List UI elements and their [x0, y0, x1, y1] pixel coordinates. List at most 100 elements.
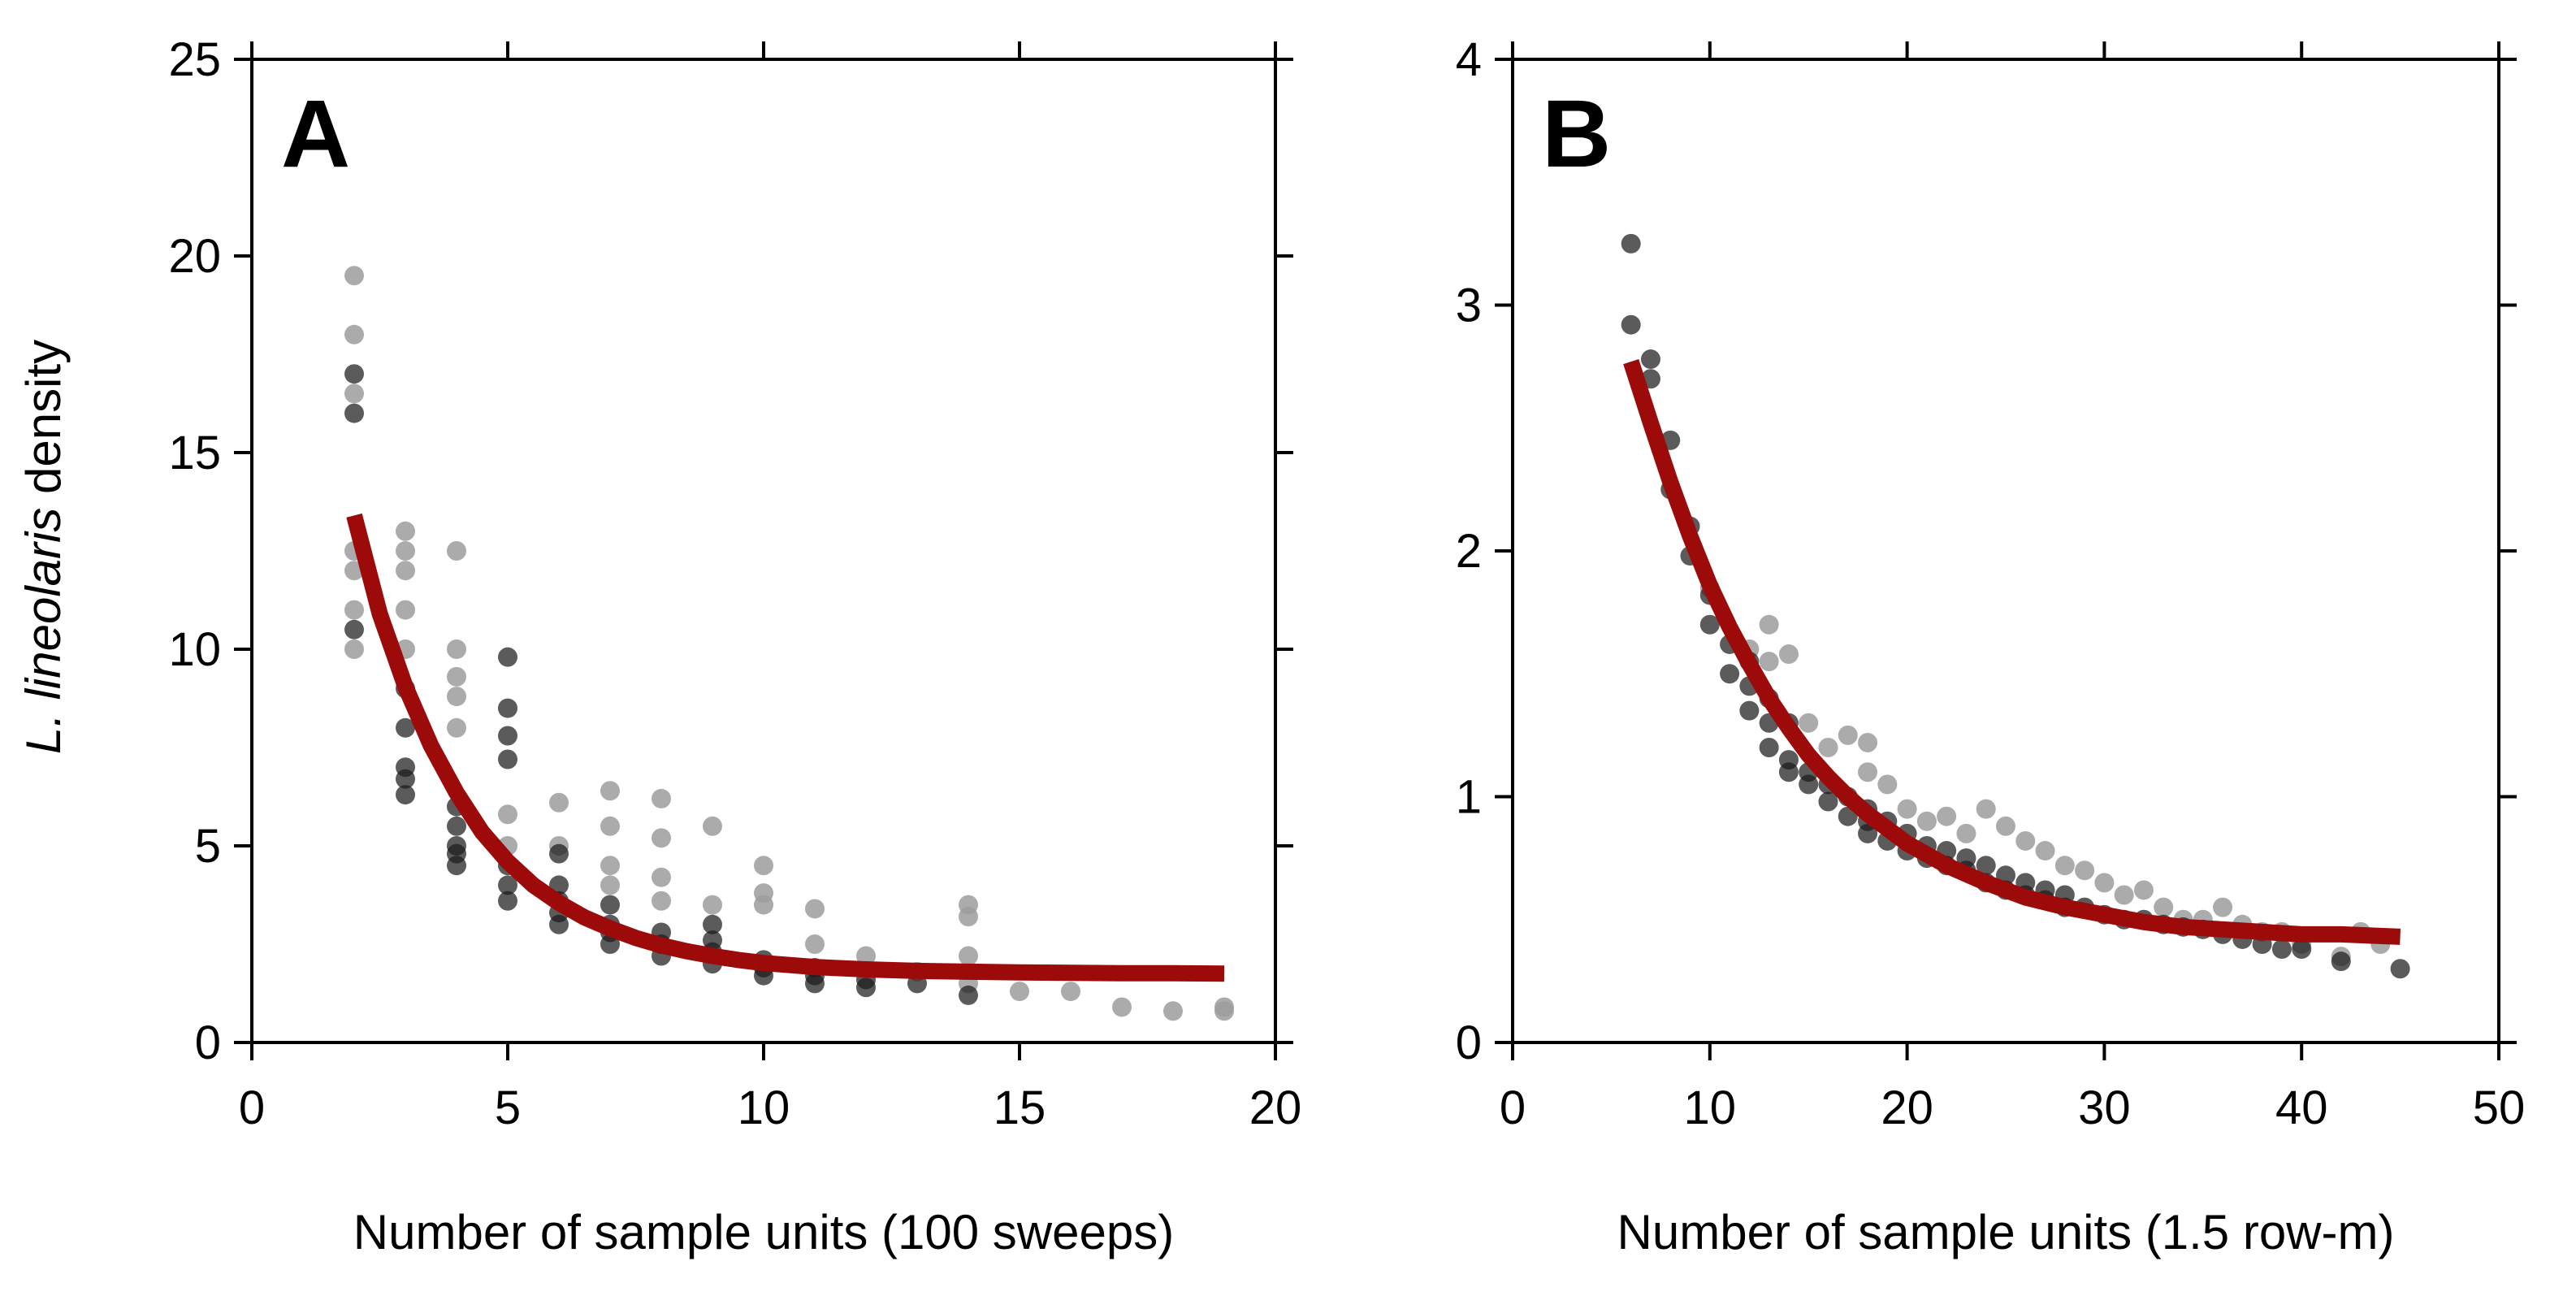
- panel-b-point-dark: [2271, 939, 2292, 960]
- panel-a-point-light: [447, 639, 466, 659]
- panel-a-point-light: [703, 816, 722, 836]
- y-axis-title-italic: L. lineolaris: [16, 508, 71, 755]
- panel-a-point-dark: [498, 891, 517, 911]
- panel-a-point-dark: [344, 619, 364, 639]
- panel-a-point-light: [600, 781, 620, 801]
- panel-b-point-light: [1956, 823, 1976, 843]
- panel-b-y-tick-label: 3: [1456, 280, 1482, 332]
- panel-b-point-dark: [2292, 939, 2312, 960]
- panel-b-point-light: [2054, 856, 2075, 876]
- panel-b-y-tick-label: 1: [1456, 771, 1482, 824]
- panel-b-point-light: [1877, 774, 1898, 795]
- panel-a-point-light: [396, 561, 415, 581]
- panel-a: 0 5 10 15 20 0 5 10 15 20 25 Number of sample units…: [168, 33, 1301, 1259]
- panel-b-point-light: [1916, 811, 1937, 831]
- panel-b-point-dark: [1759, 738, 1779, 757]
- panel-a-point-light: [652, 867, 671, 887]
- panel-a-point-light: [549, 792, 569, 813]
- panel-b-point-light: [1976, 799, 1996, 819]
- panel-a-point-light: [447, 717, 466, 738]
- panel-b-point-light: [2154, 897, 2174, 917]
- panel-b-point-light: [1799, 713, 1819, 733]
- panel-a-point-dark: [344, 364, 364, 384]
- panel-b-point-dark: [2390, 959, 2410, 979]
- panel-a-point-dark: [549, 843, 569, 864]
- panel-a-y-tick-label: 15: [168, 427, 221, 479]
- panel-a-point-light: [396, 600, 415, 620]
- panel-a-y-tick-label: 0: [195, 1016, 221, 1069]
- panel-b-x-tick-label: 10: [1684, 1081, 1737, 1134]
- panel-b-y-tick-label: 4: [1456, 33, 1482, 86]
- panel-b-x-tick-label: 40: [2275, 1081, 2328, 1134]
- panel-a-point-light: [344, 266, 364, 286]
- panel-a-point-dark: [396, 717, 415, 738]
- panel-b-x-tick-label: 50: [2473, 1081, 2526, 1134]
- panel-a-point-dark: [447, 856, 466, 876]
- panel-a-point-dark: [805, 973, 825, 994]
- panel-b-point-dark: [1720, 664, 1740, 684]
- panel-b-point-light: [1778, 644, 1799, 665]
- panel-b-point-light: [1838, 725, 1858, 745]
- panel-b-x-tick-label: 20: [1881, 1081, 1933, 1134]
- panel-a-x-tick-label: 5: [495, 1081, 521, 1134]
- panel-a-letter: A: [281, 80, 350, 188]
- panel-b-point-dark: [1778, 762, 1799, 782]
- panel-b-point-dark: [1699, 614, 1720, 635]
- y-axis-title-rest: density: [16, 340, 71, 508]
- panel-a-point-light: [344, 639, 364, 659]
- panel-b-point-dark: [1976, 856, 1996, 876]
- panel-b-point-dark: [1858, 823, 1878, 843]
- panel-a-y-tick-label: 25: [168, 33, 221, 86]
- panel-b-point-light: [1759, 614, 1779, 635]
- panel-a-point-light: [805, 899, 825, 919]
- panel-a-point-light: [754, 895, 773, 915]
- panel-a-x-tick-label: 20: [1249, 1081, 1302, 1134]
- panel-a-point-light: [652, 788, 671, 808]
- panel-a-point-light: [344, 384, 364, 404]
- panel-b-point-dark: [1621, 233, 1641, 254]
- panel-a-point-dark: [498, 698, 517, 718]
- panel-b-point-light: [2035, 841, 2055, 861]
- panel-a-point-light: [600, 816, 620, 836]
- panel-b-point-light: [1937, 806, 1957, 826]
- panel-b-point-dark: [1818, 791, 1838, 812]
- panel-b-x-axis-title: Number of sample units (1.5 row-m): [1617, 1205, 2395, 1259]
- panel-b-point-light: [1897, 799, 1917, 819]
- panel-a-x-tick-label: 10: [738, 1081, 790, 1134]
- panel-a-y-tick-label: 10: [168, 623, 221, 676]
- panel-a-point-light: [1214, 1001, 1234, 1021]
- panel-a-x-tick-label: 0: [239, 1081, 265, 1134]
- panel-a-point-light: [959, 907, 978, 927]
- panel-a-point-light: [652, 891, 671, 911]
- panel-a-y-tick-label: 5: [195, 820, 221, 873]
- panel-a-point-dark: [396, 785, 415, 805]
- panel-a-point-dark: [498, 875, 517, 895]
- panel-a-point-light: [600, 875, 620, 895]
- panel-a-point-light: [856, 946, 876, 966]
- panel-b-point-light: [2114, 885, 2134, 905]
- panel-b: 0 10 20 30 40 50 0 1 2 3 4 Number of sample units (…: [1456, 33, 2526, 1259]
- panel-b-point-light: [2094, 873, 2115, 893]
- panel-b-x-tick-label: 0: [1500, 1081, 1526, 1134]
- panel-a-point-light: [396, 541, 415, 561]
- panel-a-point-dark: [396, 769, 415, 789]
- panel-a-point-dark: [498, 749, 517, 769]
- panel-a-point-dark: [498, 726, 517, 746]
- panel-b-point-light: [1818, 738, 1838, 757]
- panel-b-letter: B: [1542, 80, 1611, 188]
- panel-a-point-light: [1163, 1001, 1183, 1021]
- panel-a-point-dark: [447, 816, 466, 836]
- panel-a-point-light: [344, 324, 364, 345]
- panel-a-point-dark: [959, 985, 978, 1005]
- panel-a-point-light: [805, 934, 825, 954]
- panel-b-point-light: [2015, 830, 2036, 851]
- panel-a-y-tick-label: 20: [168, 230, 221, 283]
- panel-a-point-dark: [498, 647, 517, 667]
- panel-a-point-light: [652, 828, 671, 848]
- panel-b-point-light: [1858, 732, 1878, 752]
- panel-b-point-dark: [1739, 700, 1760, 721]
- panel-b-point-dark: [1799, 774, 1819, 795]
- panel-a-point-light: [447, 687, 466, 707]
- panel-b-point-dark: [1640, 349, 1660, 370]
